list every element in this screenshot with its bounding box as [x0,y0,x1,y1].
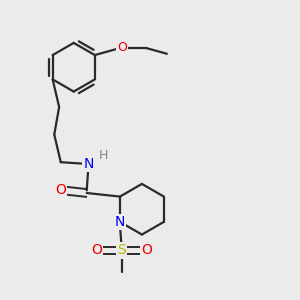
Text: N: N [83,157,94,171]
Text: O: O [55,183,66,197]
Text: S: S [117,244,126,257]
Text: N: N [115,215,125,229]
Text: O: O [91,244,102,257]
Text: H: H [98,149,108,162]
Text: O: O [141,244,152,257]
Text: O: O [118,41,127,54]
